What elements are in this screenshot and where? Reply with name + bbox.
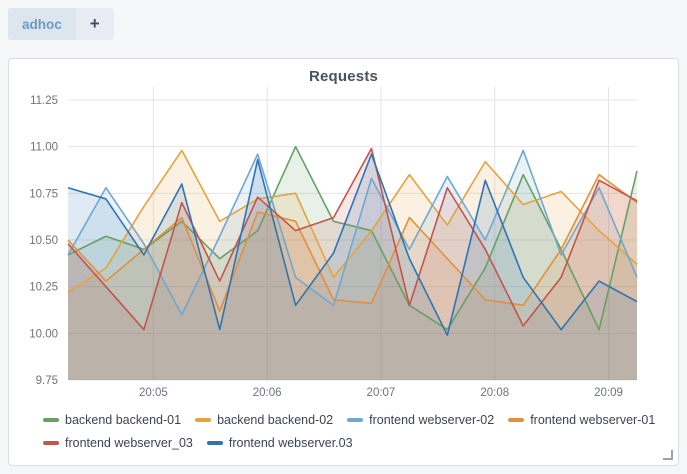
- chart-legend: backend backend-01 backend backend-02 fron…: [43, 411, 675, 452]
- series-line: [67, 173, 638, 312]
- legend-swatch-icon: [347, 418, 364, 422]
- y-tick-label: 11.25: [30, 95, 58, 107]
- legend-item: frontend webserver-02: [347, 411, 494, 429]
- requests-chart: 9.75 10.00 10.25 10.50 10.75 11.00 11.25 20:05 2…: [9, 85, 678, 399]
- x-tick-label: 20:06: [253, 387, 282, 397]
- legend-label: frontend webserver-02: [369, 413, 495, 427]
- series-line: [67, 147, 638, 331]
- y-tick-label: 9.75: [36, 375, 58, 387]
- x-tick-label: 20:08: [480, 387, 509, 397]
- panel-resize-handle-icon[interactable]: [663, 450, 673, 460]
- legend-item: frontend webserver_03: [43, 434, 193, 452]
- y-tick-label: 10.50: [29, 235, 58, 247]
- x-tick-label: 20:05: [139, 387, 168, 397]
- series-fill: [68, 148, 637, 380]
- tab-adhoc[interactable]: adhoc: [8, 8, 76, 40]
- tab-adhoc-label: adhoc: [22, 16, 62, 32]
- y-tick-label: 11.00: [30, 142, 58, 154]
- requests-panel: Requests 9.75 10.00 10.25 10.50 10.75 11.00 11…: [8, 58, 679, 466]
- legend-item: frontend webserver-01: [508, 411, 655, 429]
- legend-label: frontend webserver_03: [65, 436, 193, 450]
- series-line: [67, 149, 638, 293]
- y-tick-label: 10.00: [29, 328, 58, 340]
- legend-swatch-icon: [43, 418, 59, 422]
- legend-swatch-icon: [206, 441, 223, 445]
- requests-chart-svg: 9.75 10.00 10.25 10.50 10.75 11.00 11.25 20:05 2…: [29, 87, 638, 399]
- x-tick-label: 20:07: [367, 387, 396, 397]
- legend-label: backend backend-02: [217, 413, 334, 427]
- series-line: [67, 149, 638, 316]
- legend-label: backend backend-01: [65, 413, 182, 427]
- plus-icon: +: [89, 14, 100, 33]
- y-tick-label: 10.75: [29, 188, 58, 200]
- legend-label: frontend webserver.03: [228, 436, 353, 450]
- legend-item: backend backend-02: [195, 411, 333, 429]
- series-line: [67, 145, 638, 331]
- legend-item: backend backend-01: [43, 411, 181, 429]
- legend-swatch-icon: [508, 418, 525, 422]
- series-fill: [68, 154, 637, 380]
- add-tab-button[interactable]: +: [75, 8, 114, 40]
- legend-swatch-icon: [43, 441, 59, 445]
- legend-item: frontend webserver.03: [206, 434, 353, 452]
- panel-title: Requests: [308, 68, 379, 85]
- y-tick-label: 10.25: [29, 282, 58, 294]
- series-fill: [68, 174, 637, 380]
- x-tick-label: 20:09: [594, 387, 623, 397]
- series-fill: [68, 150, 637, 380]
- series-fill: [68, 146, 637, 380]
- legend-label: frontend webserver-01: [530, 413, 656, 427]
- tab-bar: adhoc +: [8, 8, 114, 40]
- legend-swatch-icon: [195, 418, 212, 422]
- series-fill: [68, 150, 637, 380]
- series-line: [67, 153, 638, 336]
